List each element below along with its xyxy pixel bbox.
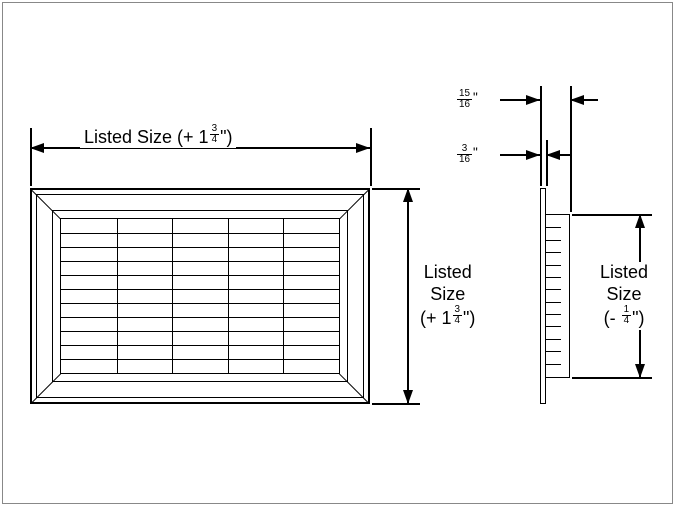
dim-sh-frac: 14 bbox=[622, 305, 632, 326]
dim-pt-unit: " bbox=[473, 145, 478, 160]
dim-pt-label: 316" bbox=[456, 144, 478, 168]
dim-top-label: Listed Size (+ 134") bbox=[80, 124, 236, 148]
grille-vline bbox=[228, 219, 229, 373]
dim-pt-ext-right bbox=[546, 140, 548, 186]
dim-top-ext-left bbox=[30, 128, 32, 186]
grille-hline bbox=[61, 289, 339, 290]
side-fin bbox=[546, 339, 561, 340]
side-fin bbox=[546, 351, 561, 352]
front-view bbox=[30, 188, 370, 404]
dim-fh-label: Listed Size (+ 134") bbox=[420, 262, 475, 330]
grille bbox=[61, 219, 339, 373]
dim-fh-line2: Size bbox=[430, 284, 465, 304]
side-fin bbox=[546, 227, 561, 228]
grille-vline bbox=[283, 219, 284, 373]
side-fin bbox=[546, 326, 561, 327]
dim-sd-arrow-into-left bbox=[526, 95, 540, 105]
dim-top-arrow-left bbox=[30, 143, 44, 153]
dim-pt-arrow-into-left bbox=[526, 150, 540, 160]
dim-sh-arrow-down bbox=[635, 364, 645, 378]
dim-fh-frac: 34 bbox=[453, 305, 463, 326]
dim-sd-arrow-into-right bbox=[570, 95, 584, 105]
dim-top-arrow-right bbox=[356, 143, 370, 153]
dim-sh-arrow-up bbox=[635, 214, 645, 228]
dim-pt-frac: 316 bbox=[457, 144, 472, 165]
dim-sh-line1: Listed bbox=[600, 262, 648, 282]
dim-top-frac: 34 bbox=[210, 124, 220, 145]
dim-fh-arrow-down bbox=[403, 390, 413, 404]
dim-top-text-prefix: Listed Size (+ 1 bbox=[84, 127, 209, 147]
side-fin bbox=[546, 265, 561, 266]
dim-pt-arrow-into-right bbox=[546, 150, 560, 160]
dim-sd-ext-left bbox=[540, 86, 542, 140]
grille-vline bbox=[172, 219, 173, 373]
side-fin bbox=[546, 240, 561, 241]
side-fin bbox=[546, 302, 561, 303]
side-fin bbox=[546, 314, 561, 315]
side-fin bbox=[546, 364, 561, 365]
grille-hline bbox=[61, 261, 339, 262]
dim-sd-label: 1516" bbox=[456, 89, 478, 113]
grille-hline bbox=[61, 275, 339, 276]
dim-fh-suffix: ") bbox=[463, 308, 475, 328]
side-fin bbox=[546, 277, 561, 278]
dim-fh-prefix: (+ 1 bbox=[420, 308, 452, 328]
dim-pt-ext-left bbox=[540, 140, 542, 186]
dim-sh-prefix: (- bbox=[604, 308, 621, 328]
grille-hline bbox=[61, 345, 339, 346]
side-body bbox=[546, 214, 570, 378]
grille-hline bbox=[61, 317, 339, 318]
dim-fh-line1: Listed bbox=[424, 262, 472, 282]
grille-hline bbox=[61, 233, 339, 234]
dim-top-text-suffix: ") bbox=[220, 127, 232, 147]
side-fin bbox=[546, 252, 561, 253]
grille-hline bbox=[61, 247, 339, 248]
grille-hline bbox=[61, 359, 339, 360]
dim-sd-unit: " bbox=[473, 90, 478, 105]
side-view bbox=[540, 188, 570, 404]
side-fin bbox=[546, 289, 561, 290]
dim-sd-frac: 1516 bbox=[457, 89, 472, 110]
grille-hline bbox=[61, 303, 339, 304]
dim-sh-line2: Size bbox=[607, 284, 642, 304]
diagram-canvas: Listed Size (+ 134") Listed Size (+ 134"… bbox=[0, 0, 675, 506]
dim-top-ext-right bbox=[370, 128, 372, 186]
grille-vline bbox=[117, 219, 118, 373]
dim-fh-arrow-up bbox=[403, 188, 413, 202]
dim-fh-line bbox=[407, 188, 409, 404]
dim-sh-suffix: ") bbox=[632, 308, 644, 328]
grille-hline bbox=[61, 331, 339, 332]
dim-sh-label: Listed Size (- 14") bbox=[600, 262, 648, 330]
